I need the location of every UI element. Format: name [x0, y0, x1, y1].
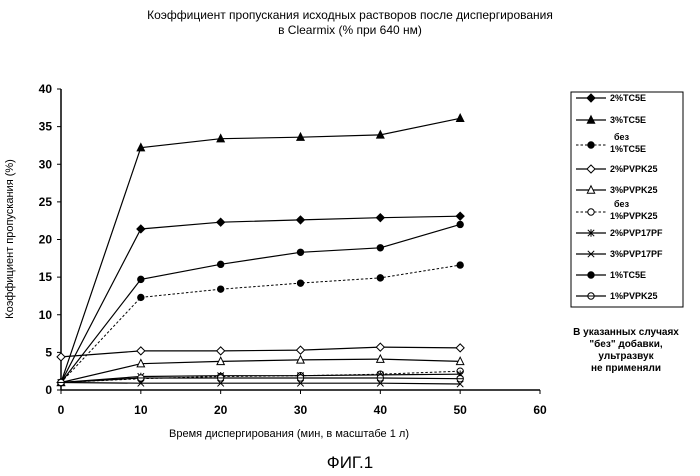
data-point: [457, 376, 463, 382]
data-point: [377, 245, 383, 251]
data-point: [137, 347, 145, 355]
data-point: [58, 379, 64, 385]
data-point: [138, 375, 144, 381]
legend-item: без 1%TC5E: [576, 132, 646, 154]
data-point: [376, 343, 384, 351]
data-point: [457, 262, 463, 268]
legend-label: 1%PVPK25: [610, 211, 658, 221]
data-point: [588, 209, 594, 215]
legend-label: 3%TC5E: [610, 115, 646, 125]
legend-item: 2%PVPK25: [576, 164, 658, 174]
legend-label: 2%PVPK25: [610, 164, 658, 174]
y-tick-label: 20: [39, 233, 53, 247]
data-point: [456, 344, 464, 352]
y-tick-label: 40: [39, 82, 53, 96]
legend-item: 1%PVPK25: [576, 291, 658, 301]
x-tick-label: 50: [453, 403, 467, 417]
series-line: [61, 216, 460, 382]
y-tick-label: 35: [39, 120, 53, 134]
tick-labels: 0 5 10 15 20 25 30 35 40 0 10 20 30 40 50 60: [39, 82, 547, 417]
legend-item: 3%PVPK25: [576, 185, 658, 195]
data-point: [588, 293, 594, 299]
note-line: "без" добавки,: [570, 339, 682, 351]
legend-label: 1%TC5E: [610, 144, 646, 154]
x-tick-label: 60: [533, 403, 547, 417]
series-line: [61, 224, 460, 382]
legend-item: 2%PVP17PF: [576, 228, 663, 238]
legend-item: 3%TC5E: [576, 115, 646, 125]
legend-item: без 1%PVPK25: [576, 199, 658, 221]
series-line: [61, 378, 460, 383]
data-point: [377, 275, 383, 281]
data-point: [137, 225, 145, 233]
y-tick-label: 25: [39, 195, 53, 209]
y-tick-label: 30: [39, 157, 53, 171]
legend: 2%TC5E 3%TC5E без 1%TC5E 2%PVPK25 3%PVPK25 без…: [571, 92, 683, 307]
y-tick-label: 0: [45, 383, 52, 397]
series-line: [61, 383, 460, 385]
legend-item: 1%TC5E: [576, 270, 646, 280]
legend-label: 2%TC5E: [610, 93, 646, 103]
data-point: [297, 280, 303, 286]
note-line: ультразвук: [570, 351, 682, 363]
x-tick-label: 10: [134, 403, 148, 417]
y-tick-label: 10: [39, 308, 53, 322]
data-point: [376, 214, 384, 222]
legend-item: 2%TC5E: [576, 93, 646, 103]
data-point: [297, 216, 305, 224]
data-point: [217, 347, 225, 355]
series-3-pvpk25: [57, 355, 464, 386]
legend-note: В указанных случаях "без" добавки, ультр…: [570, 327, 682, 375]
y-tick-label: 5: [45, 345, 52, 359]
series-line: [61, 347, 460, 357]
legend-label: без: [614, 132, 630, 142]
data-point: [57, 353, 65, 361]
series-layer: [57, 114, 464, 387]
data-point: [138, 276, 144, 282]
data-point: [377, 375, 383, 381]
series-1-tc5e: [58, 262, 464, 386]
data-point: [457, 221, 463, 227]
data-point: [217, 286, 223, 292]
data-point: [297, 346, 305, 354]
series-3-tc5e: [57, 114, 464, 386]
data-point: [217, 218, 225, 226]
series-line: [61, 118, 460, 382]
note-line: не применяли: [570, 363, 682, 375]
series-2-pvpk25: [57, 343, 464, 361]
x-tick-label: 20: [214, 403, 228, 417]
data-point: [456, 114, 463, 121]
y-tick-label: 15: [39, 270, 53, 284]
data-point: [217, 261, 223, 267]
x-tick-label: 40: [374, 403, 388, 417]
data-point: [588, 142, 594, 148]
series-line: [61, 371, 460, 382]
note-line: В указанных случаях: [570, 327, 682, 339]
data-point: [297, 249, 303, 255]
data-point: [587, 94, 595, 102]
data-point: [588, 272, 594, 278]
y-axis-label: Коэффициент пропускания (%): [4, 159, 16, 319]
x-axis-label: Время диспергирования (мин, в масштабе 1…: [169, 428, 409, 440]
series-line: [61, 265, 460, 382]
legend-label: 3%PVPK25: [610, 185, 658, 195]
x-tick-label: 30: [294, 403, 308, 417]
legend-label: 1%TC5E: [610, 270, 646, 280]
legend-label: 2%PVP17PF: [610, 228, 663, 238]
x-tick-label: 0: [58, 403, 65, 417]
data-point: [297, 375, 303, 381]
series-3-pvp17pf: [58, 379, 464, 387]
data-point: [456, 212, 464, 220]
figure-label: ФИГ.1: [0, 453, 700, 473]
legend-label: 1%PVPK25: [610, 291, 658, 301]
data-point: [587, 165, 595, 173]
legend-item: 3%PVP17PF: [576, 249, 663, 259]
data-point: [217, 375, 223, 381]
legend-label: без: [614, 199, 630, 209]
data-point: [138, 294, 144, 300]
legend-label: 3%PVP17PF: [610, 249, 663, 259]
